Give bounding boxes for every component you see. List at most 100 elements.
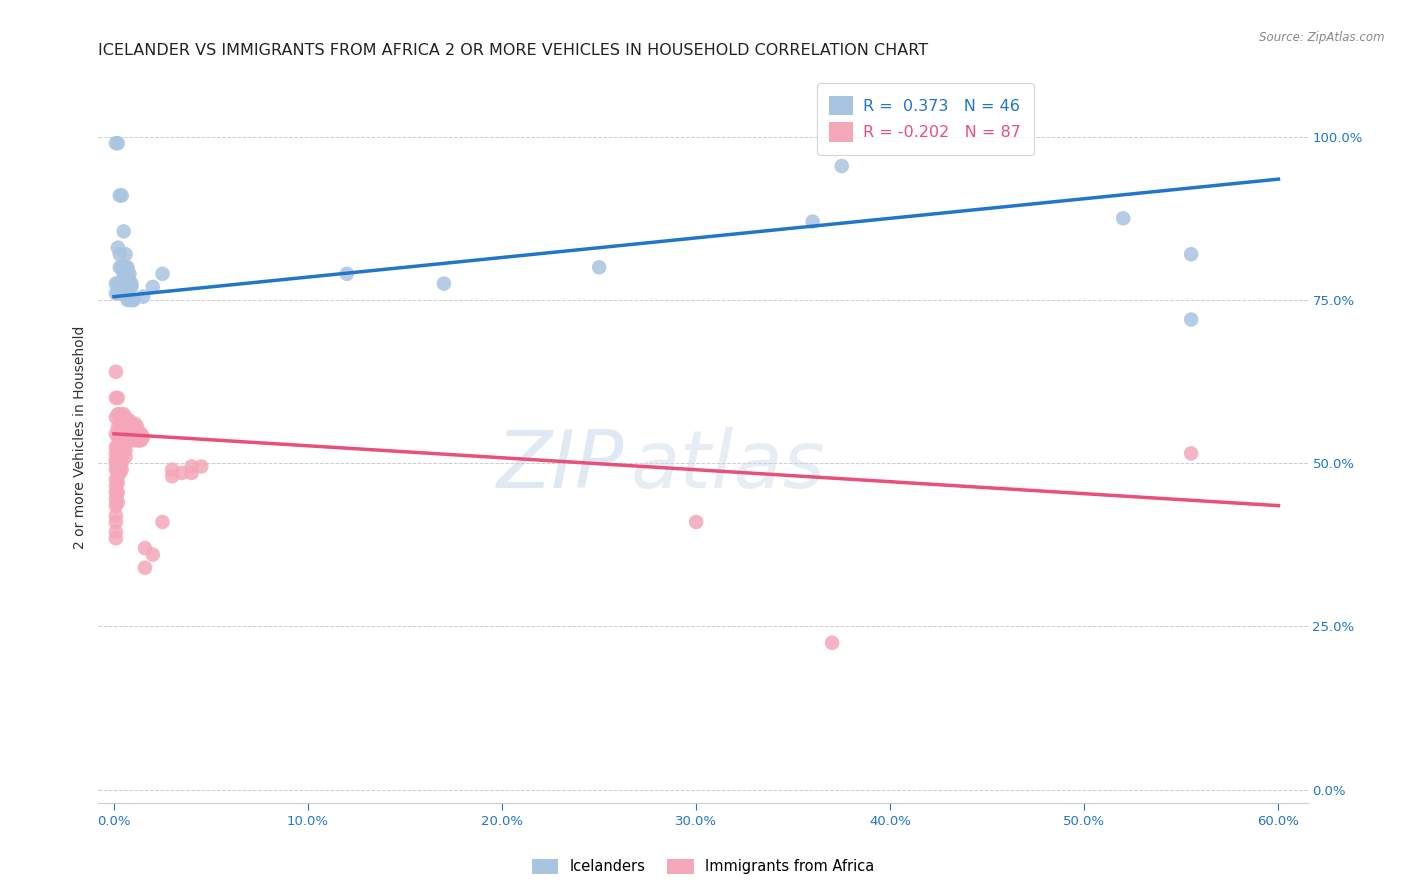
Point [129, 434, 152, 448]
Point [104, 277, 127, 291]
Point [104, 508, 127, 523]
Point [107, 241, 129, 255]
Point [108, 440, 131, 454]
Point [117, 267, 139, 281]
Point [114, 450, 136, 464]
Point [831, 159, 853, 173]
Point [114, 286, 136, 301]
Point [117, 260, 139, 275]
Point [118, 420, 141, 434]
Point [122, 293, 145, 307]
Point [112, 273, 135, 287]
Legend: Icelanders, Immigrants from Africa: Icelanders, Immigrants from Africa [526, 853, 880, 880]
Point [112, 426, 135, 441]
Point [111, 280, 134, 294]
Point [1180, 312, 1202, 326]
Point [108, 188, 131, 202]
Point [107, 463, 129, 477]
Y-axis label: 2 or more Vehicles in Household: 2 or more Vehicles in Household [73, 326, 87, 549]
Point [433, 277, 456, 291]
Point [104, 531, 127, 545]
Point [114, 420, 136, 434]
Point [127, 420, 149, 434]
Text: atlas: atlas [630, 427, 825, 506]
Point [124, 426, 146, 441]
Point [152, 267, 174, 281]
Point [107, 475, 129, 490]
Point [152, 515, 174, 529]
Point [118, 267, 141, 281]
Point [118, 280, 141, 294]
Point [117, 293, 139, 307]
Point [111, 426, 134, 441]
Point [104, 426, 127, 441]
Point [104, 456, 127, 470]
Point [134, 541, 156, 555]
Point [114, 436, 136, 450]
Point [128, 426, 150, 441]
Point [104, 492, 127, 507]
Point [134, 560, 156, 574]
Point [170, 466, 193, 480]
Point [112, 224, 135, 238]
Point [104, 473, 127, 487]
Point [108, 247, 131, 261]
Point [104, 446, 127, 460]
Point [118, 293, 141, 307]
Point [190, 459, 212, 474]
Point [117, 414, 139, 428]
Point [685, 515, 707, 529]
Point [180, 466, 202, 480]
Point [117, 434, 139, 448]
Point [107, 456, 129, 470]
Point [111, 450, 134, 464]
Point [120, 420, 142, 434]
Point [111, 463, 134, 477]
Point [124, 417, 146, 431]
Point [107, 450, 129, 464]
Point [108, 459, 131, 474]
Point [104, 440, 127, 454]
Point [104, 499, 127, 513]
Point [114, 410, 136, 425]
Point [107, 440, 129, 454]
Point [107, 469, 129, 483]
Point [111, 443, 134, 458]
Point [821, 636, 844, 650]
Point [114, 430, 136, 444]
Point [180, 459, 202, 474]
Point [114, 260, 136, 275]
Point [108, 420, 131, 434]
Text: ZIP: ZIP [498, 427, 624, 506]
Point [111, 434, 134, 448]
Point [104, 515, 127, 529]
Point [108, 280, 131, 294]
Legend: R =  0.373   N = 46, R = -0.202   N = 87: R = 0.373 N = 46, R = -0.202 N = 87 [817, 83, 1033, 154]
Point [108, 466, 131, 480]
Point [111, 286, 134, 301]
Point [104, 479, 127, 493]
Point [128, 434, 150, 448]
Point [107, 277, 129, 291]
Point [160, 469, 183, 483]
Point [112, 267, 135, 281]
Point [114, 443, 136, 458]
Point [104, 391, 127, 405]
Point [112, 407, 135, 421]
Point [107, 495, 129, 509]
Point [129, 426, 152, 441]
Point [108, 260, 131, 275]
Point [1180, 446, 1202, 460]
Point [122, 293, 145, 307]
Point [104, 410, 127, 425]
Point [104, 453, 127, 467]
Point [120, 293, 142, 307]
Point [107, 391, 129, 405]
Point [114, 247, 136, 261]
Point [160, 463, 183, 477]
Point [132, 430, 155, 444]
Point [107, 420, 129, 434]
Point [801, 214, 824, 228]
Point [122, 434, 145, 448]
Point [120, 426, 142, 441]
